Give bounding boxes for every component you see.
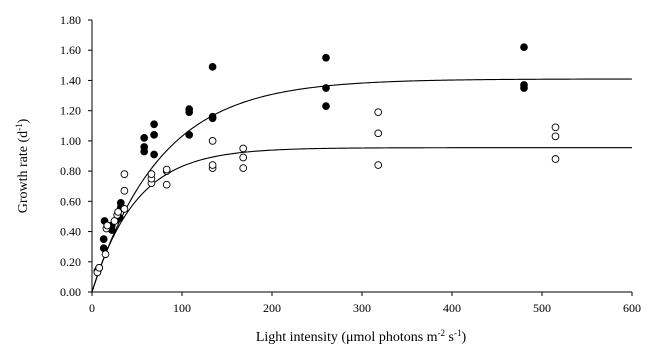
open-data-point: [120, 205, 129, 213]
x-axis-title: Light intensity (μmol photons m-2 s-1): [256, 328, 467, 345]
open-data-point: [239, 144, 248, 153]
filled-data-point: [150, 150, 158, 159]
y-tick-label: 1.20: [60, 104, 81, 118]
filled-data-point: [150, 120, 158, 129]
filled-data-point: [150, 130, 158, 139]
y-tick-label: 1.80: [60, 13, 81, 27]
open-data-point: [103, 221, 112, 230]
fit-curve: [91, 147, 632, 293]
x-tick-label: 200: [263, 301, 281, 315]
y-tick-label: 1.00: [60, 134, 81, 148]
open-data-point: [239, 164, 248, 172]
open-data-point: [551, 123, 560, 132]
y-axis-title: Growth rate (d-1): [14, 118, 31, 213]
open-data-point: [114, 208, 122, 216]
open-data-point: [208, 161, 217, 169]
open-data-point: [374, 161, 383, 169]
y-tick-label: 0.60: [60, 194, 81, 208]
axes: 0.00 0.20 0.40 0.60 0.80 1.00 1.20 1.40 1.60 1.80…: [60, 13, 641, 315]
data-points: [93, 43, 560, 277]
filled-data-point: [208, 62, 217, 71]
open-data-point: [95, 263, 104, 272]
open-data-point: [162, 165, 171, 174]
filled-data-point: [322, 53, 330, 62]
open-data-point: [147, 170, 156, 178]
x-tick-label: 100: [173, 301, 191, 315]
x-tick-label: 400: [443, 301, 461, 315]
x-tick-label: 300: [353, 301, 371, 315]
y-tick-label: 0.00: [60, 285, 81, 299]
open-data-point: [551, 155, 560, 163]
x-tick-label: 0: [89, 301, 95, 315]
y-tick-label: 0.80: [60, 164, 81, 178]
y-tick-label: 1.60: [60, 43, 81, 57]
open-data-point: [239, 153, 248, 162]
open-data-point: [551, 132, 560, 141]
x-tick-label: 600: [623, 301, 641, 315]
filled-data-point: [322, 84, 330, 92]
y-tick-label: 1.40: [60, 73, 81, 87]
filled-data-point: [208, 112, 217, 121]
fit-curve: [91, 78, 633, 293]
open-data-point: [374, 129, 383, 138]
open-data-point: [120, 186, 129, 195]
open-data-point: [162, 180, 171, 189]
fit-curves: [91, 78, 633, 293]
open-data-point: [208, 137, 217, 145]
open-data-point: [374, 108, 383, 117]
open-data-point: [120, 170, 129, 178]
filled-data-point: [520, 81, 528, 89]
y-tick-label: 0.20: [60, 255, 81, 269]
y-tick-label: 0.40: [60, 225, 81, 239]
x-tick-label: 500: [533, 301, 551, 315]
open-data-point: [101, 250, 110, 259]
filled-data-point: [140, 134, 149, 142]
filled-data-point: [322, 102, 330, 110]
filled-data-point: [185, 105, 194, 114]
filled-data-point: [185, 130, 194, 139]
filled-data-point: [116, 198, 125, 207]
filled-data-point: [140, 143, 149, 151]
filled-data-point: [99, 235, 108, 243]
filled-data-point: [520, 43, 528, 52]
